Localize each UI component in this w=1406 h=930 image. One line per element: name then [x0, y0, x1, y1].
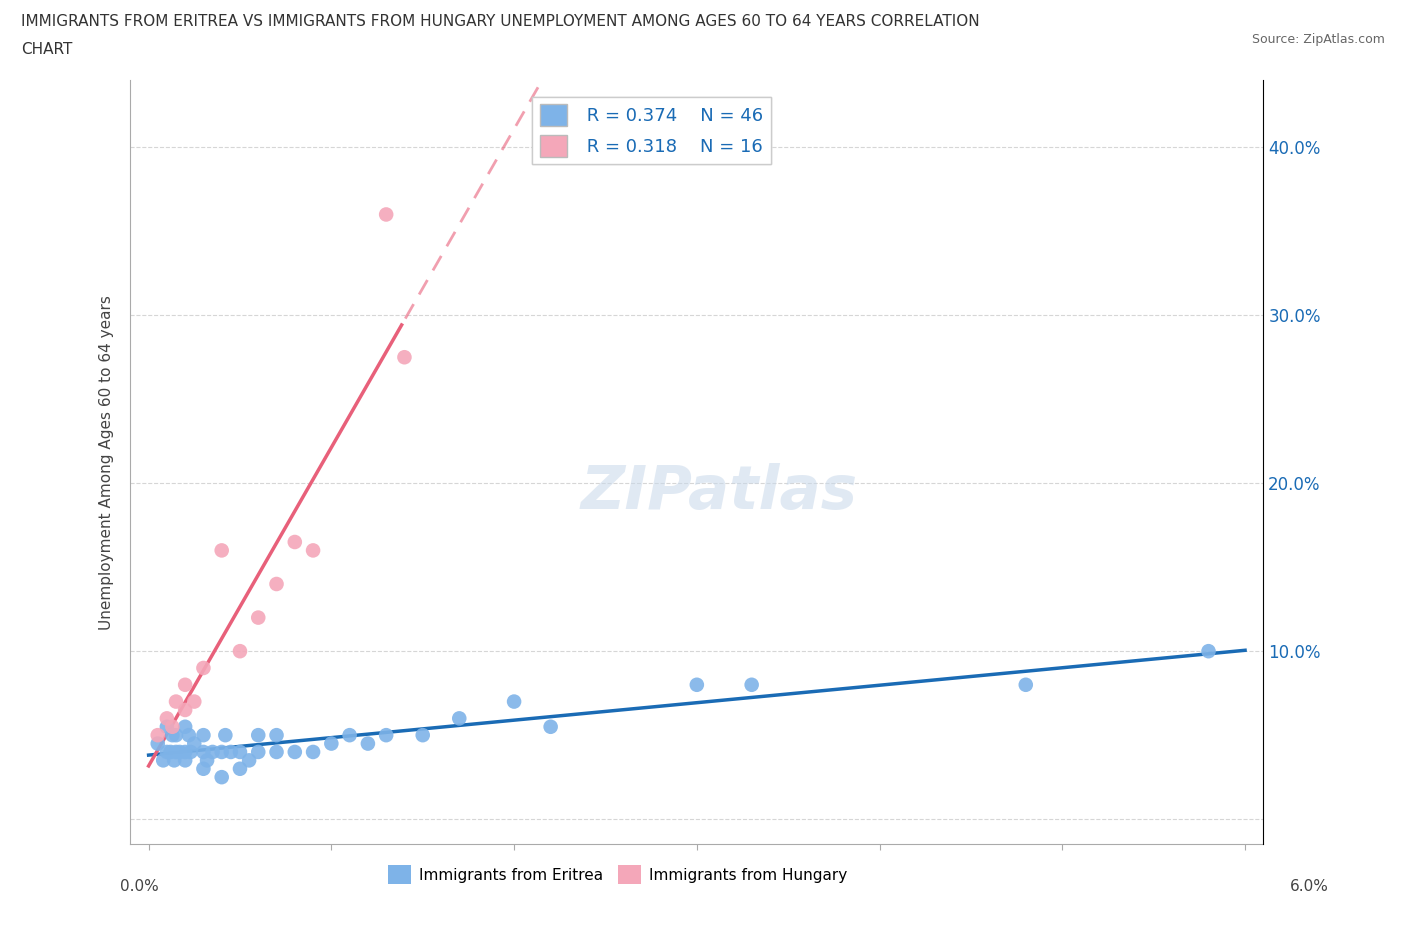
- Y-axis label: Unemployment Among Ages 60 to 64 years: Unemployment Among Ages 60 to 64 years: [100, 295, 114, 630]
- Point: [162, 728, 184, 743]
- Text: 0.0%: 0.0%: [120, 879, 159, 894]
- Text: ZIPatlas: ZIPatlas: [581, 463, 858, 523]
- Point: [193, 745, 215, 760]
- Point: [375, 728, 398, 743]
- Point: [195, 753, 218, 768]
- Point: [412, 728, 434, 743]
- Point: [201, 745, 224, 760]
- Point: [152, 753, 174, 768]
- Point: [284, 745, 307, 760]
- Point: [247, 728, 270, 743]
- Point: [183, 694, 205, 709]
- Point: [229, 745, 252, 760]
- Point: [177, 728, 200, 743]
- Point: [193, 728, 215, 743]
- Point: [394, 350, 416, 365]
- Point: [174, 753, 197, 768]
- Point: [229, 644, 252, 658]
- Point: [247, 610, 270, 625]
- Point: [169, 745, 191, 760]
- Text: CHART: CHART: [21, 42, 73, 57]
- Point: [449, 711, 471, 725]
- Point: [321, 737, 343, 751]
- Point: [238, 753, 260, 768]
- Point: [165, 694, 187, 709]
- Text: 6.0%: 6.0%: [1289, 879, 1329, 894]
- Text: Source: ZipAtlas.com: Source: ZipAtlas.com: [1251, 33, 1385, 46]
- Point: [302, 745, 325, 760]
- Legend:  R = 0.374    N = 46,  R = 0.318    N = 16: R = 0.374 N = 46, R = 0.318 N = 16: [533, 97, 770, 165]
- Point: [284, 535, 307, 550]
- Point: [174, 719, 197, 734]
- Point: [174, 702, 197, 717]
- Point: [211, 543, 233, 558]
- Point: [741, 677, 763, 692]
- Point: [1198, 644, 1220, 658]
- Point: [211, 770, 233, 785]
- Point: [165, 728, 187, 743]
- Point: [174, 745, 197, 760]
- Point: [302, 543, 325, 558]
- Point: [266, 728, 288, 743]
- Point: [183, 737, 205, 751]
- Point: [163, 753, 186, 768]
- Point: [146, 728, 169, 743]
- Point: [156, 719, 179, 734]
- Point: [162, 719, 184, 734]
- Point: [211, 745, 233, 760]
- Point: [146, 737, 169, 751]
- Point: [165, 745, 187, 760]
- Point: [247, 745, 270, 760]
- Point: [193, 660, 215, 675]
- Text: IMMIGRANTS FROM ERITREA VS IMMIGRANTS FROM HUNGARY UNEMPLOYMENT AMONG AGES 60 TO: IMMIGRANTS FROM ERITREA VS IMMIGRANTS FR…: [21, 14, 980, 29]
- Point: [375, 207, 398, 222]
- Point: [156, 711, 179, 725]
- Point: [174, 677, 197, 692]
- Point: [219, 745, 242, 760]
- Point: [266, 577, 288, 591]
- Point: [159, 745, 181, 760]
- Point: [193, 762, 215, 777]
- Point: [1015, 677, 1038, 692]
- Point: [503, 694, 526, 709]
- Point: [339, 728, 361, 743]
- Point: [357, 737, 380, 751]
- Point: [686, 677, 709, 692]
- Point: [229, 762, 252, 777]
- Point: [214, 728, 236, 743]
- Point: [540, 719, 562, 734]
- Point: [156, 745, 179, 760]
- Point: [266, 745, 288, 760]
- Point: [180, 745, 202, 760]
